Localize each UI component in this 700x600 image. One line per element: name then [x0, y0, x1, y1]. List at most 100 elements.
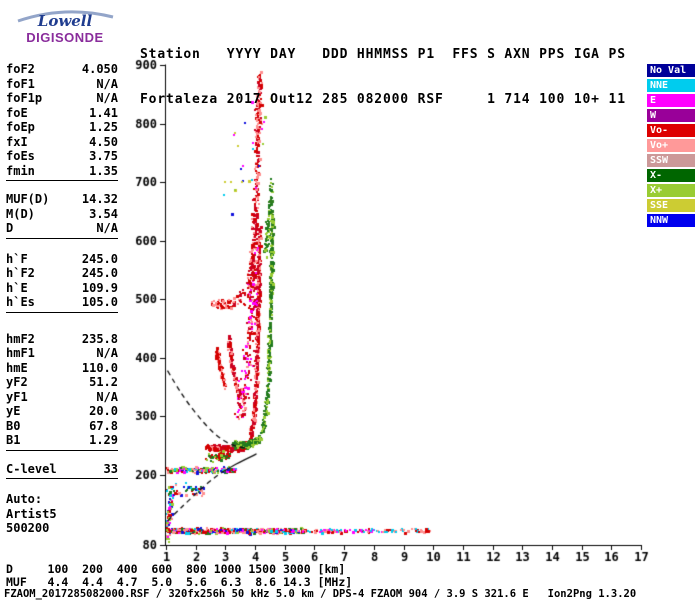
parameter-row: foF1p N/A — [6, 91, 118, 106]
parameter-value: 4.050 — [81, 62, 118, 76]
echo-direction-legend: No Val NNE E W Vo- Vo+ SSW X- X+ SSE NNW — [647, 64, 697, 229]
parameter-label: hmE — [6, 360, 28, 375]
parameter-label: h`F2 — [6, 266, 35, 280]
header-values-line: Fortaleza 2017 Out12 285 082000 RSF 1 71… — [140, 92, 626, 107]
parameter-label: C-level — [6, 461, 57, 476]
logo-digisonde-text: DIGISONDE — [26, 30, 103, 45]
parameter-label: foF1 — [6, 76, 35, 91]
legend-label: NNW — [650, 215, 669, 226]
parameter-row: foF1 N/A — [6, 77, 118, 92]
parameter-row: B0 67.8 — [6, 419, 118, 434]
parameters-panel: foF2 4.050 foF1 N/A foF1p N/A foE 1.41 foEp 1… — [6, 62, 118, 538]
legend-item: Vo+ — [647, 139, 695, 152]
legend-label: SSW — [650, 155, 669, 166]
legend-label: X- — [650, 170, 663, 181]
parameter-value: 3.54 — [89, 206, 118, 221]
legend-label: Vo+ — [650, 140, 669, 151]
parameter-row: hmF1 N/A — [6, 346, 118, 361]
parameter-label: h`F — [6, 251, 28, 266]
parameter-label: yE — [6, 404, 21, 418]
parameter-value: 33 — [103, 461, 118, 476]
parameter-label: foEs — [6, 149, 35, 163]
parameter-row: MUF(D) 14.32 — [6, 192, 118, 207]
distance-row: D 100 200 400 600 800 1000 1500 3000 [km… — [6, 562, 346, 576]
parameter-row: yF2 51.2 — [6, 375, 118, 390]
parameter-row: foF2 4.050 — [6, 62, 118, 77]
parameter-row: Auto: — [6, 492, 118, 507]
parameter-value: 3.75 — [89, 149, 118, 163]
parameter-value: 51.2 — [89, 375, 118, 389]
legend-item: X+ — [647, 184, 695, 197]
parameter-value: 1.25 — [89, 120, 118, 134]
parameter-value: 109.9 — [81, 280, 118, 295]
parameter-value: 235.8 — [81, 331, 118, 346]
legend-label: W — [650, 110, 657, 121]
parameter-value: 67.8 — [89, 418, 118, 433]
parameter-label: fmin — [6, 163, 35, 178]
parameter-label: h`E — [6, 280, 28, 295]
parameter-row: foE 1.41 — [6, 106, 118, 121]
parameter-row: fmin 1.35 — [6, 164, 118, 179]
file-info-row: FZAOM_2017285082000.RSF / 320fx256h 50 k… — [4, 588, 637, 600]
parameter-label: foE — [6, 105, 28, 120]
parameter-value: 4.50 — [89, 134, 118, 149]
parameter-row: M(D) 3.54 — [6, 207, 118, 222]
parameter-label: foEp — [6, 120, 35, 134]
parameter-value: 110.0 — [81, 360, 118, 375]
logo-lowell-text: Lowell — [37, 12, 93, 30]
parameter-row: C-level 33 — [6, 462, 118, 477]
legend-label: Vo- — [650, 125, 669, 136]
legend-item: SSE — [647, 199, 695, 212]
legend-item: X- — [647, 169, 695, 182]
parameter-label: h`Es — [6, 295, 35, 309]
legend-label: No Val — [650, 65, 687, 76]
parameter-group-frequencies: foF2 4.050 foF1 N/A foF1p N/A foE 1.41 foEp 1… — [6, 62, 118, 181]
parameter-group-autoscaling: Auto: Artist5 500200 — [6, 492, 118, 538]
parameter-value: N/A — [96, 346, 118, 360]
parameter-row: hmE 110.0 — [6, 361, 118, 376]
parameter-label: foF1p — [6, 91, 43, 105]
parameter-value: 14.32 — [81, 192, 118, 206]
parameter-group-virtual-heights: h`F 245.0 h`F2 245.0 h`E 109.9 h`Es 105.0 — [6, 252, 118, 313]
legend-label: X+ — [650, 185, 663, 196]
parameter-value: N/A — [96, 76, 118, 91]
parameter-label: M(D) — [6, 206, 35, 221]
parameter-value: N/A — [96, 221, 118, 235]
parameter-row: foEs 3.75 — [6, 149, 118, 164]
parameter-group-muf: MUF(D) 14.32 M(D) 3.54 D N/A — [6, 192, 118, 239]
legend-item: Vo- — [647, 124, 695, 137]
parameter-row: hmF2 235.8 — [6, 332, 118, 347]
parameter-value: 105.0 — [81, 295, 118, 309]
parameter-row: B1 1.29 — [6, 433, 118, 448]
parameter-row: yE 20.0 — [6, 404, 118, 419]
header-fields-line: Station YYYY DAY DDD HHMMSS P1 FFS S AXN… — [140, 47, 626, 62]
parameter-value: 245.0 — [81, 251, 118, 266]
parameter-row: h`F2 245.0 — [6, 266, 118, 281]
parameter-label: Artist5 — [6, 506, 57, 521]
parameter-label: MUF(D) — [6, 192, 50, 206]
parameter-value: 20.0 — [89, 404, 118, 418]
legend-item: W — [647, 109, 695, 122]
parameter-value: N/A — [96, 91, 118, 105]
parameter-label: D — [6, 221, 14, 235]
legend-item: No Val — [647, 64, 695, 77]
lowell-digisonde-logo: Lowell DIGISONDE — [17, 10, 114, 45]
parameter-value: 245.0 — [81, 266, 118, 280]
parameter-row: fxI 4.50 — [6, 135, 118, 150]
parameter-label: fxI — [6, 134, 28, 149]
parameter-row: h`Es 105.0 — [6, 295, 118, 310]
legend-item: SSW — [647, 154, 695, 167]
parameter-row: foEp 1.25 — [6, 120, 118, 135]
parameter-label: B0 — [6, 418, 21, 433]
parameter-value: N/A — [96, 389, 118, 404]
parameter-row: h`E 109.9 — [6, 281, 118, 296]
legend-label: SSE — [650, 200, 669, 211]
muf-row: MUF 4.4 4.4 4.7 5.0 5.6 6.3 8.6 14.3 [MH… — [6, 575, 353, 589]
legend-label: NNE — [650, 80, 669, 91]
legend-item: E — [647, 94, 695, 107]
parameter-label: B1 — [6, 433, 21, 447]
legend-label: E — [650, 95, 657, 106]
legend-item: NNE — [647, 79, 695, 92]
parameter-value: 1.35 — [89, 163, 118, 178]
